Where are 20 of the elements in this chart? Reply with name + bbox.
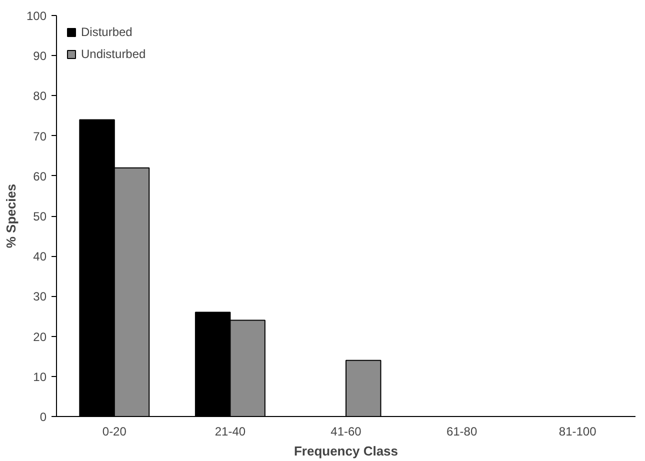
y-tick-label: 80 <box>33 89 47 104</box>
y-tick-label: 90 <box>33 49 47 64</box>
y-tick-label: 100 <box>26 9 47 23</box>
x-tick-label: 41-60 <box>330 424 362 438</box>
y-tick-label: 40 <box>33 250 47 264</box>
x-tick-label: 61-80 <box>446 424 478 438</box>
x-axis-title: Frequency Class <box>294 444 398 458</box>
y-axis-title: % Species <box>3 184 18 248</box>
x-tick-label: 0-20 <box>102 424 127 438</box>
y-tick-label: 0 <box>40 410 47 424</box>
y-tick-label: 10 <box>33 370 47 384</box>
y-tick-label: 30 <box>33 290 47 304</box>
legend-label: Disturbed <box>81 25 132 39</box>
y-tick-label: 20 <box>33 330 47 344</box>
y-tick-label: 60 <box>33 169 47 184</box>
legend-label: Undisturbed <box>81 47 146 61</box>
y-tick-label: 50 <box>33 210 47 224</box>
x-tick-label: 81-100 <box>558 424 597 438</box>
x-tick-label: 21-40 <box>214 424 246 438</box>
y-tick-label: 70 <box>33 129 47 144</box>
